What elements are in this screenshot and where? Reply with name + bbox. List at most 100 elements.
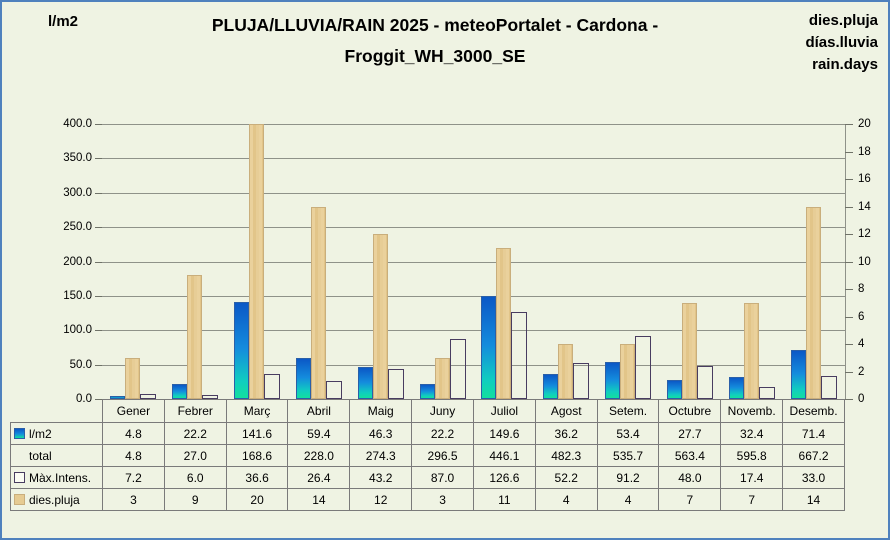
right-axis-tick [845, 344, 853, 345]
table-value-cell: 141.6 [225, 422, 289, 445]
right-axis-legend: dies.pluja días.lluvia rain.days [805, 10, 878, 76]
gridline [102, 192, 845, 194]
table-value-cell: 296.5 [411, 444, 474, 467]
bar-dies-pluja [434, 357, 450, 399]
bar-dies-pluja [744, 302, 760, 399]
left-axis-tick [95, 261, 102, 263]
left-axis-tick [95, 124, 102, 125]
table-value-cell: 17.4 [720, 466, 784, 489]
right-axis-tick [845, 179, 853, 180]
right-axis-label: 18 [858, 145, 871, 158]
chart-plot-area [102, 124, 846, 400]
left-axis-label: 100.0 [63, 324, 92, 337]
bar-lm2 [295, 358, 311, 399]
bar-dies-pluja [248, 124, 264, 399]
right-axis-tick [845, 234, 853, 235]
left-axis-label: 250.0 [63, 221, 92, 234]
month-header-cell: Febrer [163, 399, 227, 423]
table-value-cell: 32.4 [720, 422, 784, 445]
table-value-cell: 228.0 [287, 444, 351, 467]
right-axis-label: 10 [858, 255, 871, 268]
left-axis-tick [95, 399, 102, 400]
right-legend-line2: días.lluvia [805, 34, 878, 51]
lm2-legend-swatch [14, 427, 25, 439]
table-value-cell: 168.6 [225, 444, 289, 467]
table-value-cell: 7 [720, 488, 784, 511]
table-value-cell: 535.7 [596, 444, 660, 467]
right-axis-tick [845, 124, 853, 125]
left-axis-label: 0.0 [76, 393, 92, 405]
data-table: Gener Febrer Març Abril Maig Juny Juliol Agost S… [10, 399, 845, 511]
bar-max-intens [759, 387, 776, 399]
table-value-cell: 667.2 [782, 444, 845, 467]
left-axis-label: 400.0 [63, 118, 92, 130]
table-row: l/m2 4.8 22.2 141.6 59.4 46.3 22.2 149.6 36.2 53.… [10, 422, 845, 445]
right-axis-label: 4 [858, 338, 865, 350]
bar-lm2 [543, 374, 559, 399]
month-header-cell: Març [225, 399, 289, 423]
month-header-cell: Maig [349, 399, 413, 423]
bar-max-intens [635, 336, 652, 399]
bar-dies-pluja [186, 275, 202, 399]
right-axis-label: 0 [858, 393, 865, 405]
table-value-cell: 4.8 [102, 422, 165, 445]
bar-dies-pluja [372, 234, 388, 399]
table-value-cell: 27.7 [658, 422, 722, 445]
table-value-cell: 46.3 [349, 422, 413, 445]
right-axis-tick [845, 206, 853, 208]
month-header-cell: Setem. [596, 399, 660, 423]
table-value-cell: 274.3 [349, 444, 413, 467]
row-label-cell: l/m2 [10, 422, 103, 445]
table-value-cell: 52.2 [534, 466, 598, 489]
left-axis-tick [95, 227, 102, 229]
table-value-cell: 3 [102, 488, 165, 511]
bar-max-intens [263, 373, 280, 399]
table-value-cell: 36.6 [225, 466, 289, 489]
right-axis-label: 6 [858, 310, 865, 323]
bar-max-intens [821, 376, 838, 399]
right-axis-label: 12 [858, 228, 871, 240]
table-row: total 4.8 27.0 168.6 228.0 274.3 296.5 446.1 482… [10, 444, 845, 467]
dies-pluja-legend-swatch [14, 493, 25, 505]
table-value-cell: 22.2 [411, 422, 474, 445]
month-header-row: Gener Febrer Març Abril Maig Juny Juliol Agost S… [11, 399, 845, 423]
row-label-cell: total [10, 444, 103, 467]
bar-lm2 [171, 383, 187, 399]
bar-dies-pluja [310, 206, 326, 399]
table-value-cell: 14 [782, 488, 845, 511]
table-value-cell: 71.4 [782, 422, 845, 445]
table-value-cell: 7.2 [102, 466, 165, 489]
bar-dies-pluja [806, 206, 822, 399]
table-value-cell: 595.8 [720, 444, 784, 467]
table-value-cell: 33.0 [782, 466, 845, 489]
month-header-cell: Octubre [658, 399, 722, 423]
table-value-cell: 149.6 [472, 422, 536, 445]
left-axis-tick [95, 192, 102, 194]
bar-lm2 [605, 362, 621, 399]
gridline [102, 124, 845, 125]
table-corner-cell [11, 400, 103, 423]
table-value-cell: 563.4 [658, 444, 722, 467]
row-label-cell: dies.pluja [10, 488, 103, 511]
table-value-cell: 53.4 [596, 422, 660, 445]
gridline [102, 158, 845, 160]
bar-dies-pluja [620, 344, 636, 399]
bar-lm2 [357, 367, 373, 399]
left-axis-label: 150.0 [63, 289, 92, 302]
right-axis-tick [845, 371, 853, 373]
left-axis-tick [95, 364, 102, 366]
row-label-text: l/m2 [29, 426, 52, 441]
right-axis-tick [845, 316, 853, 318]
table-value-cell: 3 [411, 488, 474, 511]
table-value-cell: 43.2 [349, 466, 413, 489]
right-axis-tick [845, 399, 853, 400]
table-row: dies.pluja 3 9 20 14 12 3 11 4 4 7 7 14 [10, 488, 845, 511]
table-value-cell: 4.8 [102, 444, 165, 467]
month-header-cell: Abril [287, 399, 351, 423]
bar-lm2 [233, 301, 249, 399]
bar-max-intens [201, 394, 218, 399]
row-label-cell: Màx.Intens. [10, 466, 103, 489]
table-value-cell: 36.2 [534, 422, 598, 445]
month-header-cell: Juliol [472, 399, 536, 423]
bar-lm2 [667, 379, 683, 399]
